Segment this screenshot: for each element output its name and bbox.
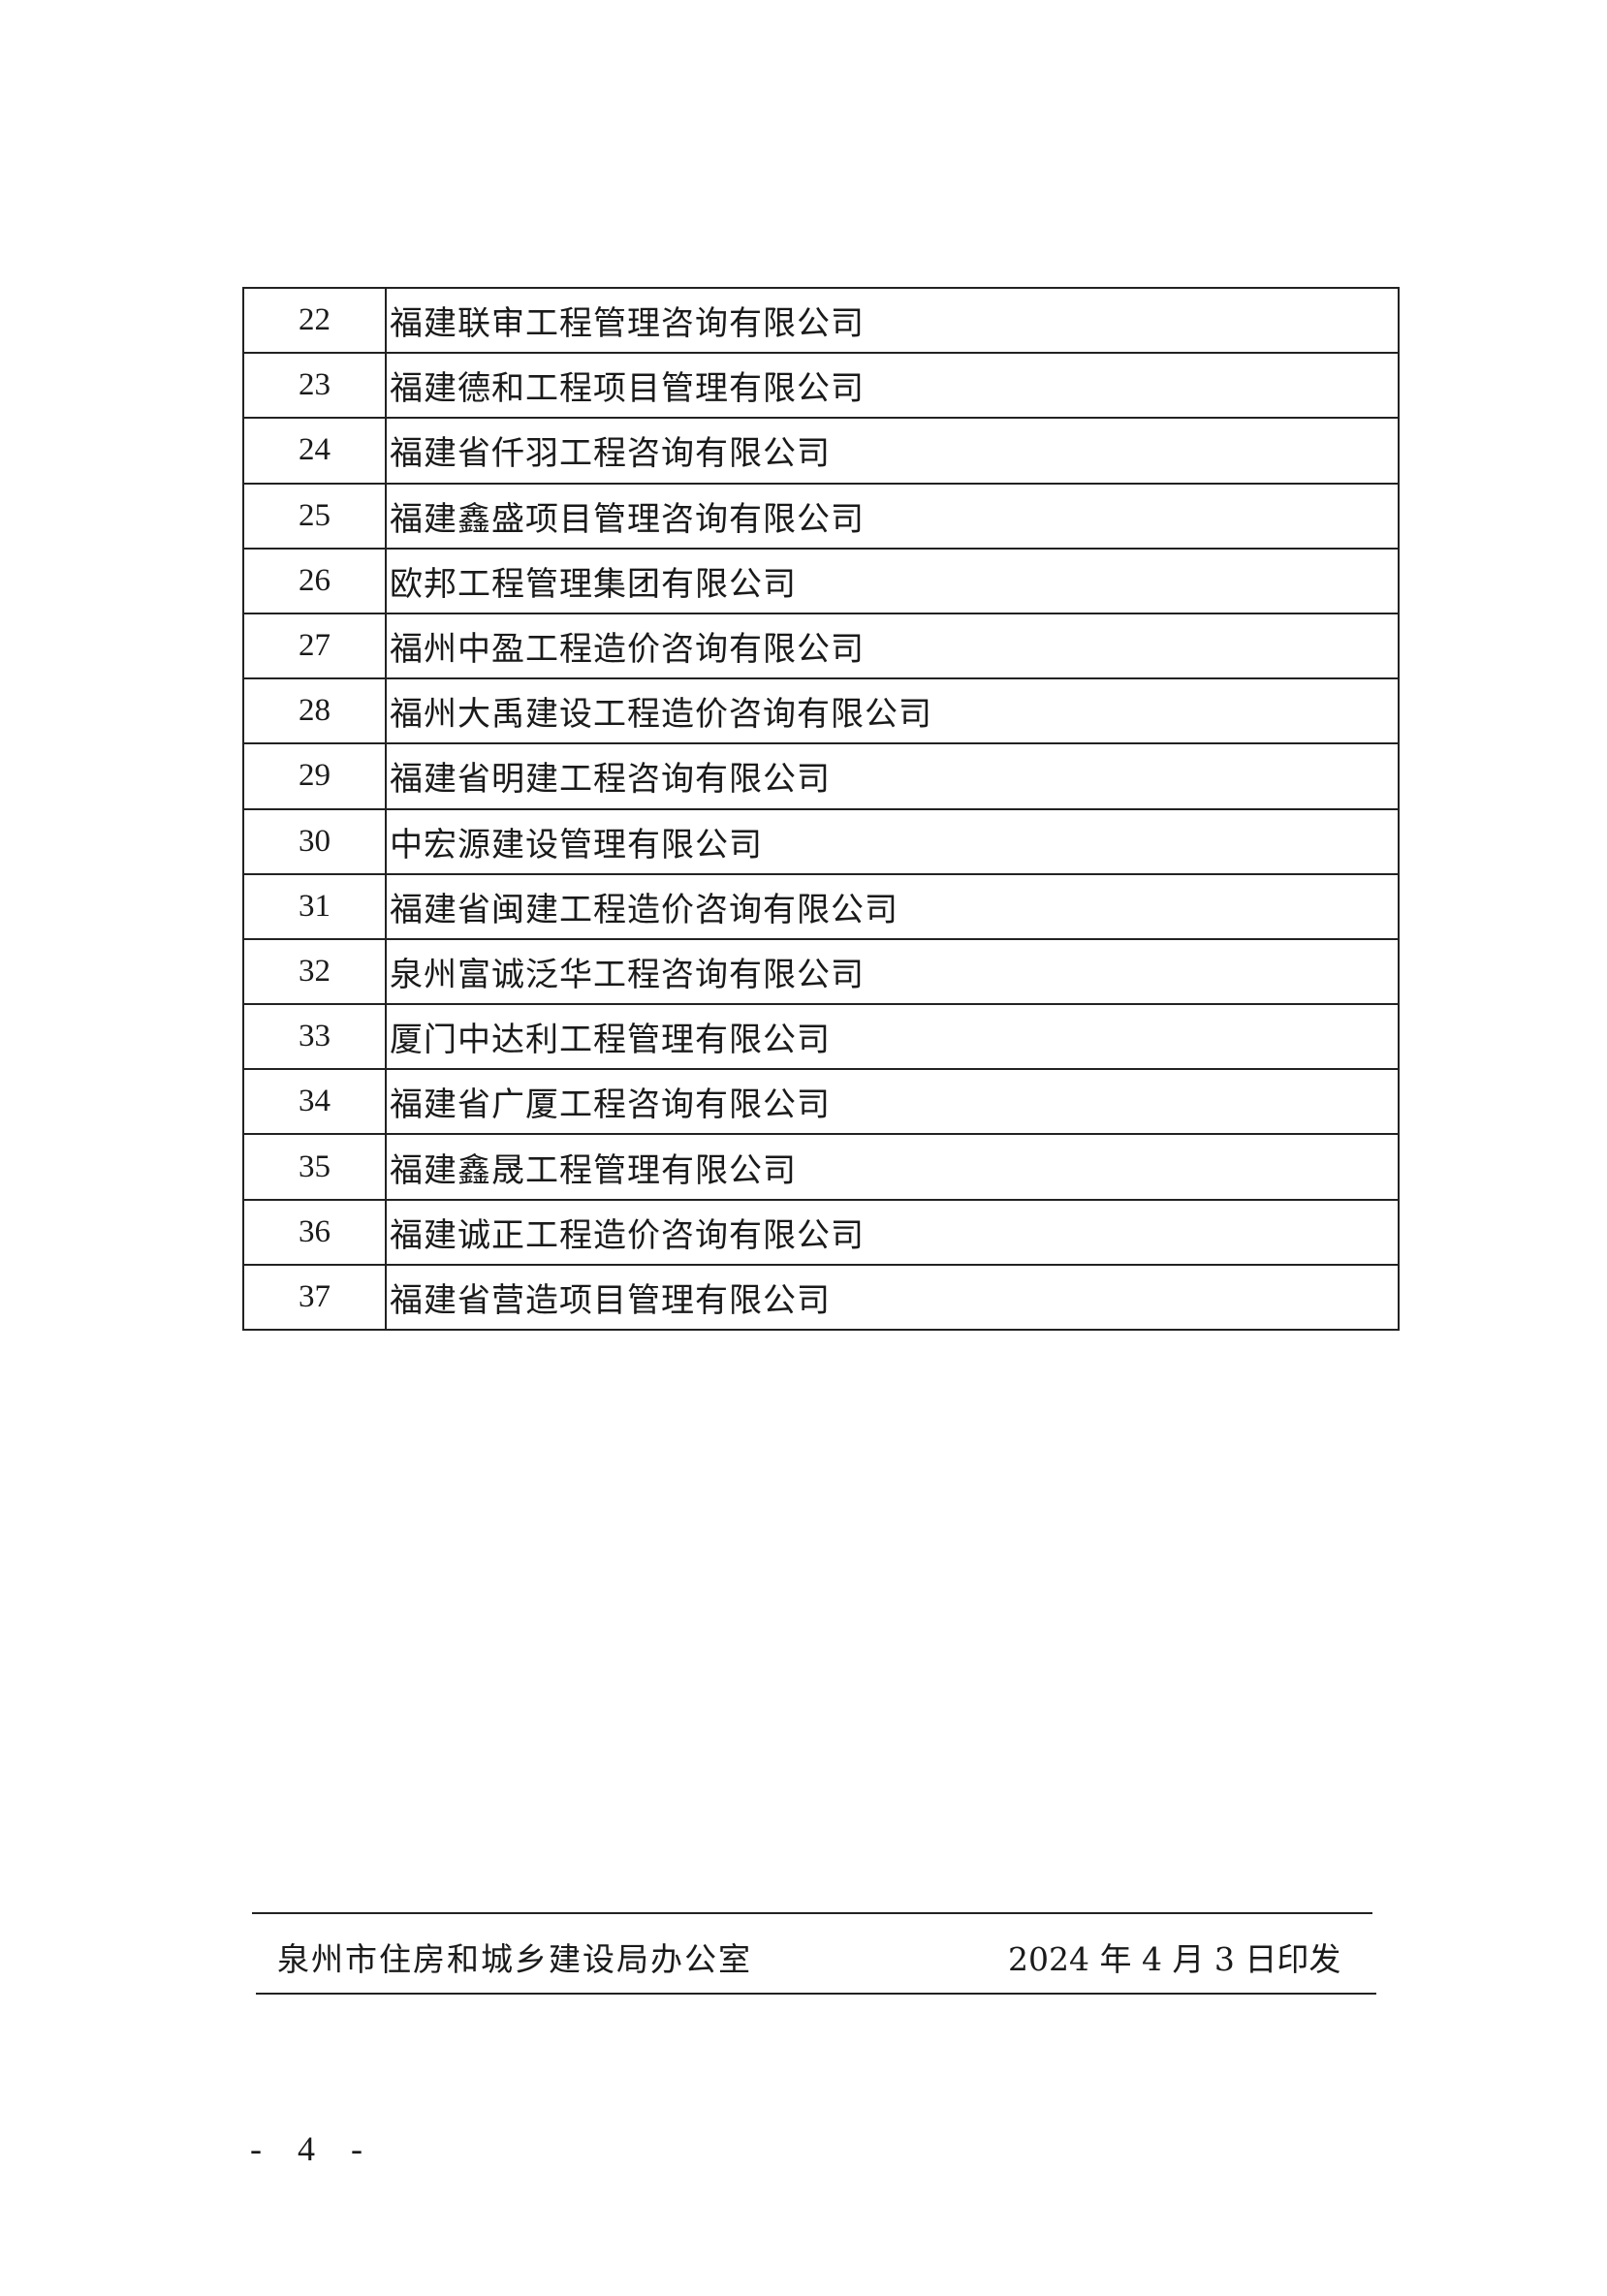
company-name: 福州大禹建设工程造价咨询有限公司: [385, 677, 1400, 745]
table-row: 29 福建省明建工程咨询有限公司: [242, 742, 1400, 810]
company-list-table: 22 福建联审工程管理咨询有限公司 23 福建德和工程项目管理有限公司 24 福建省仟羽工…: [242, 286, 1400, 1332]
table-row: 31 福建省闽建工程造价咨询有限公司: [242, 872, 1400, 940]
row-number: 30: [242, 807, 387, 875]
table-row: 35 福建鑫晟工程管理有限公司: [242, 1133, 1400, 1201]
company-name: 中宏源建设管理有限公司: [385, 807, 1400, 875]
table-row: 22 福建联审工程管理咨询有限公司: [242, 286, 1400, 355]
table-row: 25 福建鑫盛项目管理咨询有限公司: [242, 482, 1400, 550]
row-number: 31: [242, 872, 387, 940]
page-number: - 4 -: [250, 2129, 376, 2168]
footer-issuer: 泉州市住房和城乡建设局办公室: [277, 1940, 752, 1978]
row-number: 35: [242, 1133, 387, 1201]
table-row: 34 福建省广厦工程咨询有限公司: [242, 1068, 1400, 1136]
table-row: 36 福建诚正工程造价咨询有限公司: [242, 1198, 1400, 1266]
row-number: 23: [242, 352, 387, 420]
footer-bottom-rule: [256, 1993, 1376, 1995]
table-row: 28 福州大禹建设工程造价咨询有限公司: [242, 677, 1400, 745]
row-number: 24: [242, 417, 387, 485]
company-name: 福建诚正工程造价咨询有限公司: [385, 1198, 1400, 1266]
row-number: 33: [242, 1003, 387, 1071]
table-body: 22 福建联审工程管理咨询有限公司 23 福建德和工程项目管理有限公司 24 福建省仟羽工…: [242, 286, 1400, 1332]
row-number: 34: [242, 1068, 387, 1136]
company-name: 福建德和工程项目管理有限公司: [385, 352, 1400, 420]
company-name: 福建省营造项目管理有限公司: [385, 1263, 1400, 1332]
company-name: 福建鑫盛项目管理咨询有限公司: [385, 482, 1400, 550]
company-name: 厦门中达利工程管理有限公司: [385, 1003, 1400, 1071]
footer-top-rule: [252, 1912, 1372, 1914]
table-row: 26 欧邦工程管理集团有限公司: [242, 547, 1400, 614]
company-name: 福建省广厦工程咨询有限公司: [385, 1068, 1400, 1136]
table-row: 23 福建德和工程项目管理有限公司: [242, 352, 1400, 420]
row-number: 36: [242, 1198, 387, 1266]
row-number: 26: [242, 547, 387, 614]
table-row: 27 福州中盈工程造价咨询有限公司: [242, 612, 1400, 680]
row-number: 25: [242, 482, 387, 550]
company-name: 福州中盈工程造价咨询有限公司: [385, 612, 1400, 680]
company-name: 福建省明建工程咨询有限公司: [385, 742, 1400, 810]
row-number: 29: [242, 742, 387, 810]
table-row: 37 福建省营造项目管理有限公司: [242, 1263, 1400, 1332]
table-row: 30 中宏源建设管理有限公司: [242, 807, 1400, 875]
company-name: 福建省闽建工程造价咨询有限公司: [385, 872, 1400, 940]
table-row: 32 泉州富诚泛华工程咨询有限公司: [242, 937, 1400, 1006]
company-name: 福建省仟羽工程咨询有限公司: [385, 417, 1400, 485]
company-name: 泉州富诚泛华工程咨询有限公司: [385, 937, 1400, 1006]
footer-issue-date: 2024 年 4 月 3 日印发: [1008, 1940, 1341, 1978]
company-name: 欧邦工程管理集团有限公司: [385, 547, 1400, 614]
row-number: 22: [242, 286, 387, 355]
row-number: 28: [242, 677, 387, 745]
row-number: 32: [242, 937, 387, 1006]
table-row: 24 福建省仟羽工程咨询有限公司: [242, 417, 1400, 485]
row-number: 27: [242, 612, 387, 680]
company-name: 福建鑫晟工程管理有限公司: [385, 1133, 1400, 1201]
row-number: 37: [242, 1263, 387, 1332]
company-name: 福建联审工程管理咨询有限公司: [385, 286, 1400, 355]
table-row: 33 厦门中达利工程管理有限公司: [242, 1003, 1400, 1071]
